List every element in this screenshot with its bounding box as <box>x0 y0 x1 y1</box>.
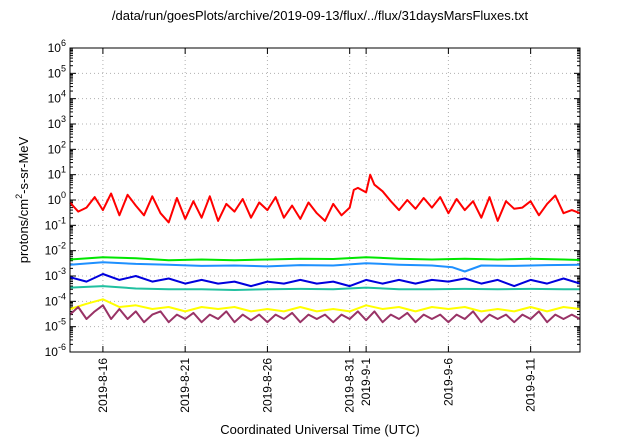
y-tick-exponent: -1 <box>58 215 66 225</box>
y-tick-label: 10-5 <box>45 317 66 334</box>
y-tick-label: 10-4 <box>45 291 66 308</box>
x-tick-label: 2019-8-16 <box>96 358 110 413</box>
y-tick-exponent: 0 <box>61 190 66 200</box>
y-tick-base: 10 <box>48 142 62 156</box>
y-axis-label-text-end: -s-sr-MeV <box>16 136 31 193</box>
series-line-5 <box>69 298 581 313</box>
series-lines <box>69 173 581 324</box>
y-tick-base: 10 <box>48 92 62 106</box>
chart-title: /data/run/goesPlots/archive/2019-09-13/f… <box>111 8 529 23</box>
y-tick-base: 10 <box>45 269 59 283</box>
y-tick-label: 100 <box>48 190 66 207</box>
y-tick-label: 10-3 <box>45 266 66 283</box>
y-tick-label: 102 <box>48 139 66 156</box>
y-axis-label-text: protons/cm <box>16 199 31 263</box>
y-tick-base: 10 <box>45 320 59 334</box>
plot-frame <box>69 47 581 353</box>
x-tick-label: 2019-9-11 <box>524 358 538 412</box>
y-tick-exponent: 2 <box>61 139 66 149</box>
x-tick-label: 2019-9-6 <box>441 358 455 406</box>
x-axis-label: Coordinated Universal Time (UTC) <box>220 422 420 437</box>
y-tick-base: 10 <box>45 244 59 258</box>
y-tick-exponent: -6 <box>58 342 66 352</box>
series-line-2 <box>69 261 581 273</box>
grid <box>70 48 580 352</box>
series-line-0 <box>69 173 581 224</box>
y-tick-exponent: 1 <box>61 165 66 175</box>
series-line-3 <box>69 273 581 288</box>
y-tick-exponent: 3 <box>61 114 66 124</box>
y-tick-label: 10-1 <box>45 215 66 232</box>
y-tick-label: 10-2 <box>45 241 66 258</box>
y-axis-label-superscript: 2 <box>14 194 24 199</box>
y-tick-base: 10 <box>48 41 62 55</box>
y-tick-label: 104 <box>48 89 66 106</box>
x-tick-label: 2019-8-26 <box>260 358 274 413</box>
y-tick-label: 105 <box>48 63 66 80</box>
y-tick-base: 10 <box>48 193 62 207</box>
x-tick-label: 2019-8-31 <box>343 358 357 413</box>
y-tick-base: 10 <box>48 66 62 80</box>
y-tick-exponent: 5 <box>61 63 66 73</box>
y-tick-label: 101 <box>48 165 66 182</box>
y-tick-exponent: 6 <box>61 38 66 48</box>
x-tick-label: 2019-8-21 <box>178 358 192 413</box>
y-tick-base: 10 <box>48 117 62 131</box>
y-tick-base: 10 <box>48 168 62 182</box>
x-tick-label: 2019-9-1 <box>359 358 373 406</box>
y-tick-base: 10 <box>45 345 59 359</box>
y-tick-label: 10-6 <box>45 342 66 359</box>
series-line-6 <box>69 304 581 324</box>
y-tick-exponent: 4 <box>61 89 66 99</box>
y-tick-exponent: -3 <box>58 266 66 276</box>
y-tick-exponent: -2 <box>58 241 66 251</box>
y-tick-exponent: -4 <box>58 291 66 301</box>
series-line-4 <box>69 285 580 291</box>
y-tick-label: 103 <box>48 114 66 131</box>
series-line-1 <box>69 256 581 262</box>
y-tick-label: 106 <box>48 38 66 55</box>
y-tick-base: 10 <box>45 294 59 308</box>
y-axis-label: protons/cm2-s-sr-MeV <box>14 136 31 263</box>
y-tick-base: 10 <box>45 218 59 232</box>
y-tick-exponent: -5 <box>58 317 66 327</box>
x-axis-ticks: 2019-8-16 2019-8-21 2019-8-26 2019-8-31 2019… <box>96 48 538 413</box>
